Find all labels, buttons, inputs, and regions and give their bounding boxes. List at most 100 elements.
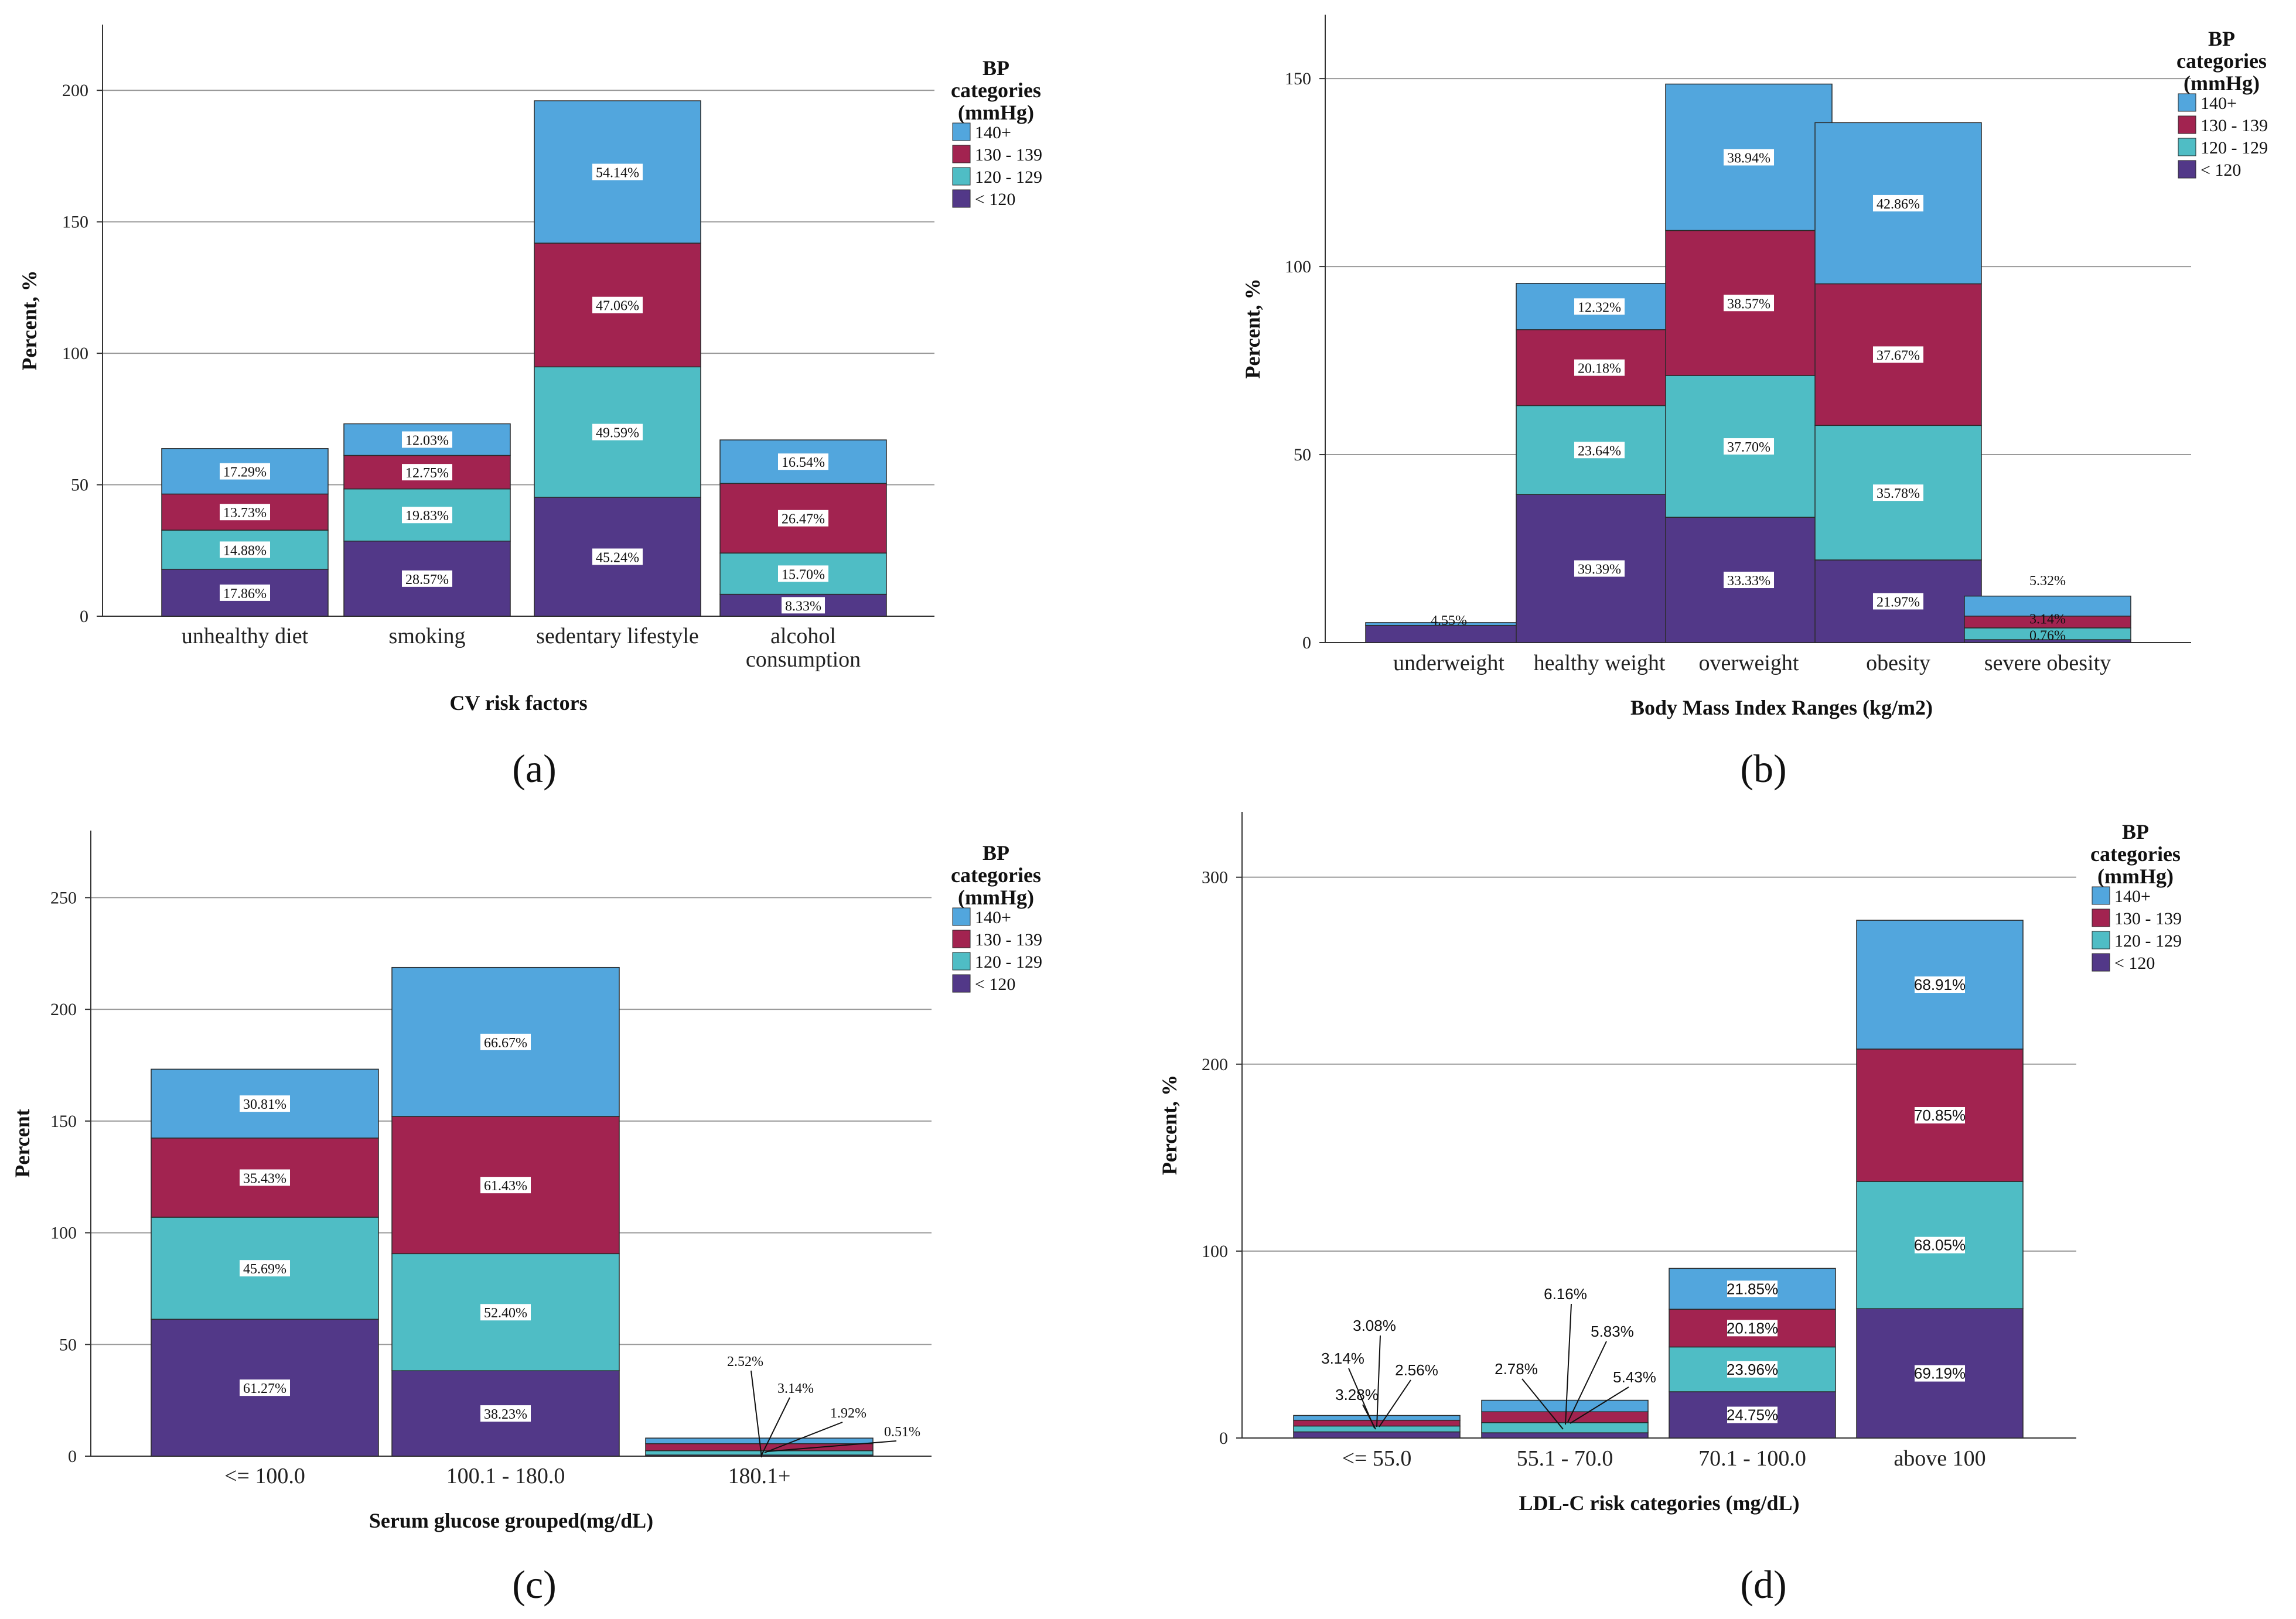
data-label-bg: [1724, 572, 1774, 589]
y-tick-label: 150: [1285, 69, 1311, 88]
legend-swatch: [952, 974, 971, 993]
legend-title: (mmHg): [958, 101, 1034, 124]
legend-title: categories: [2176, 49, 2267, 73]
data-label: 0.51%: [884, 1425, 920, 1440]
x-tick-label: <= 55.0: [1342, 1446, 1412, 1471]
legend-item-label: 130 - 139: [975, 145, 1042, 165]
data-label: 15.70%: [782, 567, 825, 582]
legend-title: BP: [2208, 27, 2235, 50]
x-tick-label: consumption: [746, 647, 861, 672]
x-tick-label: 55.1 - 70.0: [1517, 1446, 1613, 1471]
data-label: 3.28%: [1335, 1386, 1379, 1403]
chart-panel-2: 0 50 100 150 underweight healthy weight overwe…: [1241, 15, 2268, 791]
y-tick-label: 200: [50, 1000, 77, 1019]
bar-segment: [645, 1443, 874, 1451]
data-label-bg: [1574, 442, 1625, 459]
legend-item-label: 130 - 139: [975, 930, 1042, 949]
bar-segment: [1481, 1432, 1649, 1439]
x-axis-title: Body Mass Index Ranges (kg/m2): [1630, 696, 1933, 719]
data-label-bg: [1727, 1320, 1778, 1337]
data-label: 38.57%: [1727, 296, 1770, 312]
data-label-bg: [1873, 194, 1923, 211]
legend-item-label: < 120: [975, 190, 1015, 209]
bar-segment: [1481, 1422, 1649, 1433]
data-label-bg: [402, 464, 452, 481]
y-tick-label: 100: [1202, 1242, 1228, 1261]
bar-segment: [1481, 1399, 1649, 1412]
legend-title: categories: [951, 78, 1041, 102]
y-axis-title: Percent, %: [1158, 1075, 1181, 1175]
legend-swatch: [952, 145, 971, 163]
data-label: 12.03%: [405, 433, 449, 449]
callout-line: [1570, 1386, 1629, 1424]
data-label: 68.91%: [1914, 976, 1966, 993]
data-label: 26.47%: [782, 512, 825, 527]
data-label-bg: [1915, 1237, 1965, 1253]
data-label-bg: [220, 584, 270, 601]
data-label: 17.86%: [223, 586, 267, 602]
data-label-bg: [240, 1260, 290, 1277]
legend-title: categories: [2090, 842, 2181, 866]
legend-swatch: [952, 930, 971, 948]
callout-line: [1565, 1303, 1572, 1425]
y-tick-label: 150: [62, 213, 88, 232]
legend-title: BP: [2122, 820, 2149, 843]
data-label-bg: [220, 541, 270, 558]
data-label: 23.96%: [1727, 1361, 1778, 1378]
legend-item-label: 130 - 139: [2114, 909, 2182, 928]
data-label: 20.18%: [1578, 361, 1621, 377]
x-axis-title: Serum glucose grouped(mg/dL): [369, 1509, 653, 1532]
data-label: 47.06%: [596, 299, 639, 314]
data-label-bg: [240, 1095, 290, 1112]
data-label-bg: [1574, 560, 1625, 577]
data-label-bg: [1574, 298, 1625, 315]
legend-item-label: 140+: [2114, 887, 2151, 906]
data-label: 39.39%: [1578, 562, 1621, 578]
callout-line: [764, 1422, 843, 1453]
data-label: 6.16%: [1544, 1285, 1587, 1303]
x-tick-label: 100.1 - 180.0: [446, 1464, 565, 1488]
data-label: 69.19%: [1914, 1365, 1966, 1382]
x-tick-label: above 100: [1894, 1446, 1985, 1471]
x-tick-label: overweight: [1699, 651, 1799, 675]
data-label: 2.78%: [1495, 1360, 1538, 1378]
legend-item-label: 120 - 129: [975, 952, 1042, 972]
data-label: 30.81%: [243, 1097, 286, 1112]
data-label-bg: [480, 1033, 531, 1050]
data-label-bg: [402, 431, 452, 448]
legend-item-label: 140+: [975, 908, 1011, 927]
y-tick-label: 100: [62, 344, 88, 363]
legend-swatch: [2178, 160, 2196, 179]
data-label: 33.33%: [1727, 573, 1770, 589]
x-tick-label: alcohol: [770, 624, 836, 648]
x-tick-label: <= 100.0: [224, 1464, 305, 1488]
data-label: 21.85%: [1727, 1280, 1778, 1297]
data-label: 37.70%: [1727, 440, 1770, 455]
legend-title: (mmHg): [958, 886, 1034, 909]
data-label: 66.67%: [484, 1036, 527, 1051]
data-label-bg: [480, 1405, 531, 1422]
data-label: 2.56%: [1395, 1361, 1438, 1379]
callout-line: [1521, 1378, 1564, 1430]
data-label-bg: [592, 296, 643, 313]
x-axis-title: CV risk factors: [449, 691, 587, 715]
data-label-bg: [402, 570, 452, 587]
callout-line: [1567, 1341, 1607, 1423]
data-label: 28.57%: [405, 572, 449, 588]
legend-swatch: [2178, 138, 2196, 156]
legend-swatch: [2092, 953, 2110, 972]
legend-title: categories: [951, 863, 1041, 887]
data-label: 0.76%: [2029, 628, 2066, 643]
data-label: 12.32%: [1578, 300, 1621, 315]
data-label: 21.97%: [1877, 595, 1920, 610]
data-label: 2.52%: [727, 1354, 763, 1369]
x-tick-label: smoking: [389, 624, 466, 648]
legend-swatch: [2092, 931, 2110, 949]
chart-panel-1: 0 50 100 150 200 unhealthy diet smoking sedenta…: [18, 25, 1042, 791]
legend-swatch: [2178, 115, 2196, 134]
panel-label: (a): [512, 746, 556, 791]
data-label-bg: [592, 423, 643, 440]
data-label: 20.18%: [1727, 1319, 1778, 1337]
